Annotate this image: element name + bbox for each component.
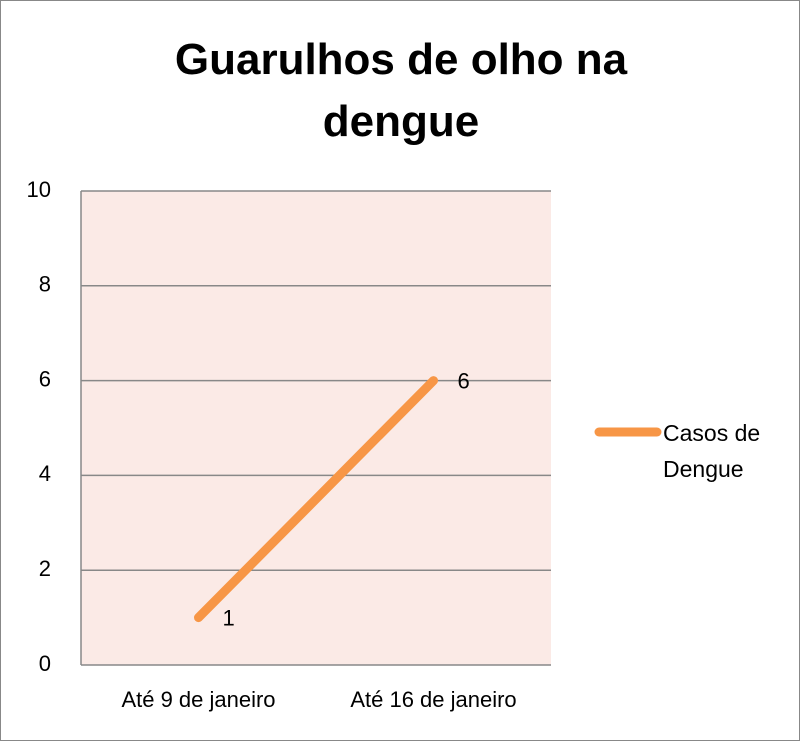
plot-area [81, 191, 551, 665]
data-line [194, 376, 438, 623]
x-tick-label: Até 9 de janeiro [121, 687, 275, 712]
y-tick-label: 10 [27, 177, 51, 202]
y-tick-label: 8 [39, 272, 51, 297]
data-label: 1 [223, 605, 235, 630]
data-label: 6 [458, 368, 470, 393]
legend-label: Casos de Dengue [663, 420, 761, 482]
y-tick-label: 2 [39, 556, 51, 581]
y-tick-label: 4 [39, 461, 51, 486]
x-tick-label: Até 16 de janeiro [350, 687, 516, 712]
y-tick-label: 6 [39, 366, 51, 391]
y-tick-label: 0 [39, 651, 51, 676]
chart-title: Guarulhos de olho na dengue [174, 35, 628, 146]
